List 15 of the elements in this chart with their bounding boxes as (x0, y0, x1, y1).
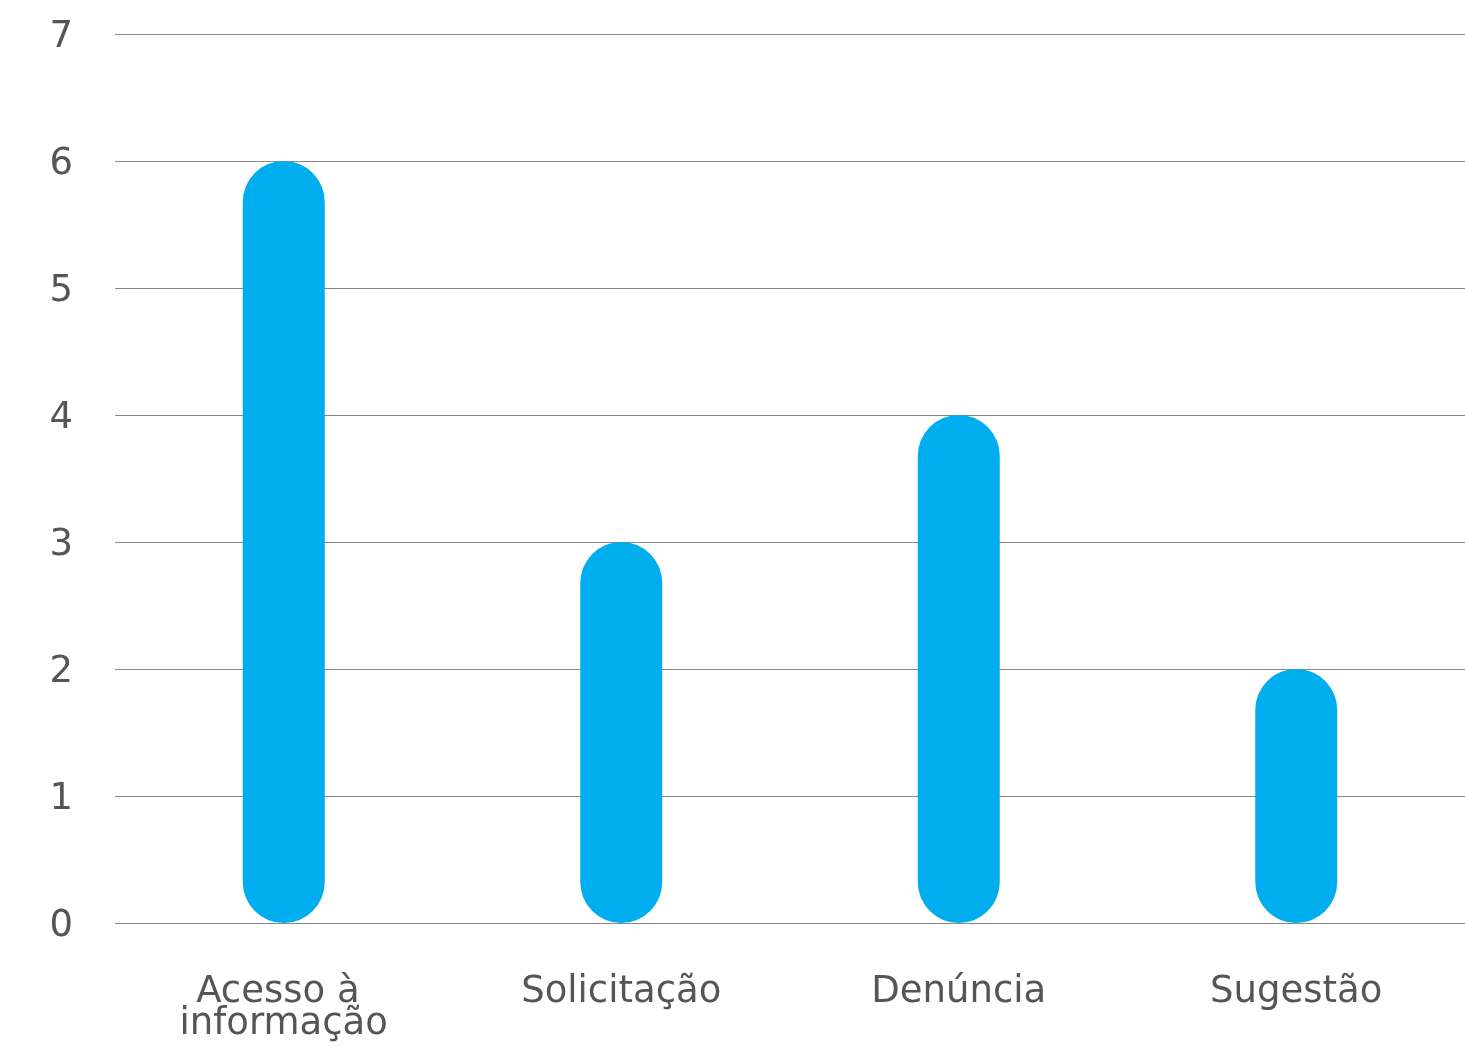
y-tick-label: 3 (49, 520, 73, 564)
x-tick-label: Denúncia (871, 967, 1047, 1011)
y-tick-label: 4 (49, 393, 73, 437)
x-tick-label: Sugestão (1210, 967, 1383, 1011)
y-tick-label: 0 (49, 901, 73, 945)
y-tick-label: 2 (49, 647, 73, 691)
bar (242, 161, 325, 923)
x-tick-label: Acesso à informação (179, 967, 388, 1043)
y-tick-label: 5 (49, 266, 73, 310)
bar (580, 542, 663, 923)
x-tick-label: Solicitação (521, 967, 722, 1011)
bar (917, 415, 1000, 923)
y-tick-label: 6 (49, 139, 73, 183)
y-tick-label: 7 (49, 12, 73, 56)
y-tick-label: 1 (49, 774, 73, 818)
